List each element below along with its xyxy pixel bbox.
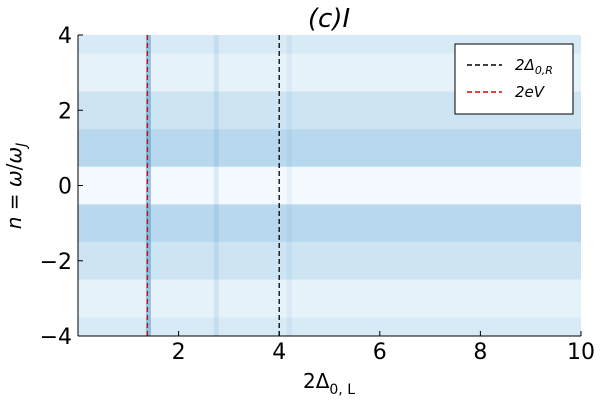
resonance-streak bbox=[286, 35, 292, 336]
heatmap-row bbox=[78, 204, 581, 242]
legend-box bbox=[454, 43, 574, 115]
legend-label: 2Δ0,R bbox=[515, 56, 553, 77]
chart-title: (c)I bbox=[308, 4, 350, 34]
heatmap-row bbox=[78, 241, 581, 280]
x-ticks: 2 4 6 8 10 bbox=[172, 331, 595, 365]
x-tick-label: 10 bbox=[567, 340, 595, 365]
y-tick-label: −4 bbox=[40, 325, 72, 350]
y-tick-label: −2 bbox=[40, 250, 72, 275]
y-tick-label: 0 bbox=[58, 175, 72, 200]
y-ticks: −4 −2 0 2 4 bbox=[40, 24, 83, 350]
heatmap-row bbox=[78, 279, 581, 318]
heatmap-row bbox=[78, 129, 581, 167]
heatmap-row bbox=[78, 317, 581, 336]
legend-label: 2eV bbox=[515, 83, 546, 101]
x-tick-label: 8 bbox=[473, 340, 487, 365]
resonance-streaks bbox=[145, 35, 292, 336]
reference-lines bbox=[146, 35, 280, 336]
y-tick-label: 4 bbox=[58, 24, 72, 49]
legend: 2Δ0,R 2eV bbox=[454, 43, 574, 115]
x-tick-label: 2 bbox=[172, 340, 186, 365]
heatmap-row bbox=[78, 166, 581, 205]
y-tick-label: 2 bbox=[58, 99, 72, 124]
resonance-streak bbox=[145, 35, 151, 336]
x-tick-label: 6 bbox=[373, 340, 387, 365]
x-tick-label: 4 bbox=[272, 340, 286, 365]
resonance-streak bbox=[213, 35, 219, 336]
y-axis-label: n = ω/ωJ bbox=[2, 143, 30, 230]
x-axis-label: 2Δ0, L bbox=[303, 369, 355, 398]
